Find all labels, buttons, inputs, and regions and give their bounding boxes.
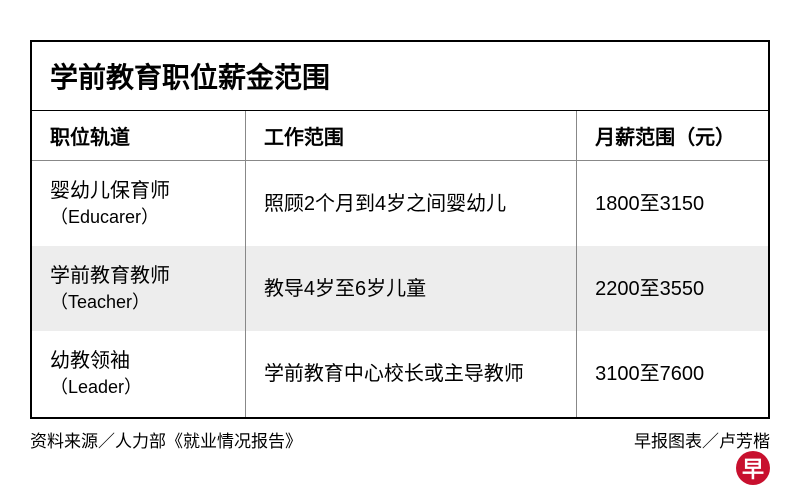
cell-scope: 教导4岁至6岁儿童 bbox=[245, 246, 576, 331]
position-en: （Leader） bbox=[50, 375, 227, 400]
position-cn: 学前教育教师 bbox=[50, 265, 170, 287]
cell-salary: 3100至7600 bbox=[577, 331, 768, 416]
zaobao-logo-icon: 早 bbox=[736, 451, 770, 485]
cell-scope: 学前教育中心校长或主导教师 bbox=[245, 331, 576, 416]
position-en: （Educarer） bbox=[50, 205, 227, 230]
cell-salary: 1800至3150 bbox=[577, 161, 768, 247]
cell-position: 学前教育教师 （Teacher） bbox=[32, 246, 245, 331]
cell-salary: 2200至3550 bbox=[577, 246, 768, 331]
position-en: （Teacher） bbox=[50, 290, 227, 315]
header-position: 职位轨道 bbox=[32, 111, 245, 161]
source-text: 资料来源／人力部《就业情况报告》 bbox=[30, 427, 302, 452]
cell-position: 幼教领袖 （Leader） bbox=[32, 331, 245, 416]
cell-scope: 照顾2个月到4岁之间婴幼儿 bbox=[245, 161, 576, 247]
table-row: 婴幼儿保育师 （Educarer） 照顾2个月到4岁之间婴幼儿 1800至315… bbox=[32, 161, 768, 247]
header-scope: 工作范围 bbox=[245, 111, 576, 161]
table-row: 幼教领袖 （Leader） 学前教育中心校长或主导教师 3100至7600 bbox=[32, 331, 768, 416]
cell-position: 婴幼儿保育师 （Educarer） bbox=[32, 161, 245, 247]
salary-table-container: 学前教育职位薪金范围 职位轨道 工作范围 月薪范围（元） 婴幼儿保育师 （Edu… bbox=[30, 40, 770, 419]
table-title: 学前教育职位薪金范围 bbox=[32, 42, 768, 111]
position-cn: 幼教领袖 bbox=[50, 350, 130, 372]
table-header-row: 职位轨道 工作范围 月薪范围（元） bbox=[32, 111, 768, 161]
header-salary: 月薪范围（元） bbox=[577, 111, 768, 161]
credit-text: 早报图表／卢芳楷 bbox=[634, 427, 770, 452]
position-cn: 婴幼儿保育师 bbox=[50, 180, 170, 202]
table-row: 学前教育教师 （Teacher） 教导4岁至6岁儿童 2200至3550 bbox=[32, 246, 768, 331]
salary-table: 职位轨道 工作范围 月薪范围（元） 婴幼儿保育师 （Educarer） 照顾2个… bbox=[32, 111, 768, 417]
table-footer: 资料来源／人力部《就业情况报告》 早报图表／卢芳楷 bbox=[30, 427, 770, 452]
